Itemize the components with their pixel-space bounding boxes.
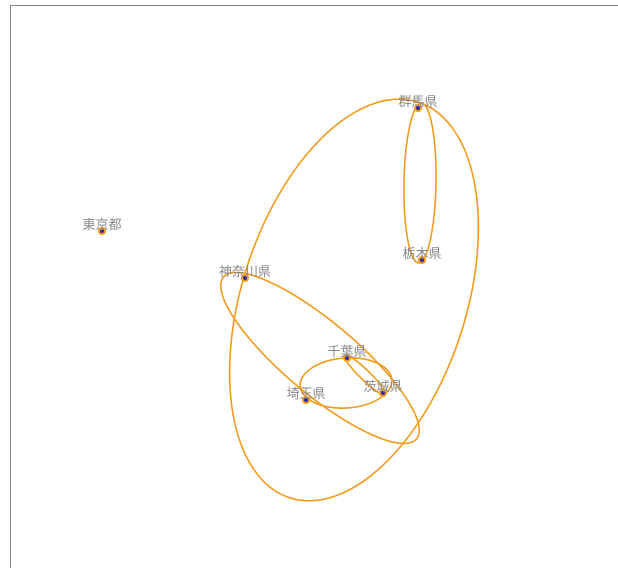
node-label: 東京都 [82, 217, 121, 233]
node-label: 茨城県 [363, 380, 402, 395]
node-center [381, 391, 385, 395]
node-label: 千葉県 [327, 345, 366, 360]
node-label: 埼玉県 [286, 387, 325, 402]
cluster-ellipse [228, 98, 480, 502]
node-center [304, 398, 308, 402]
node-center [416, 106, 420, 110]
node-center [345, 356, 349, 360]
node-label: 神奈川県 [219, 265, 271, 280]
node-center [243, 276, 247, 280]
node-center [100, 229, 104, 233]
cluster-ellipse [219, 271, 421, 445]
node-center [420, 258, 424, 262]
node-label: 群馬県 [398, 95, 437, 110]
node-label: 栃木県 [402, 247, 441, 262]
frame [10, 5, 618, 568]
